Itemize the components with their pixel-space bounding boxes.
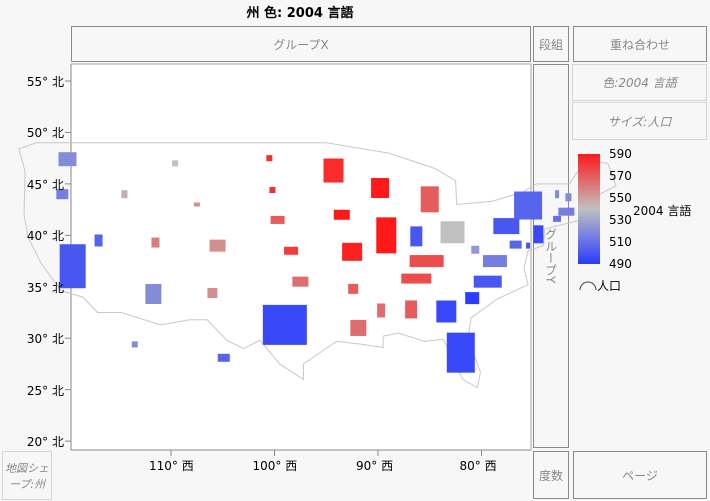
- state-sc[interactable]: [465, 292, 480, 305]
- state-co[interactable]: [209, 239, 226, 252]
- legend-tick-label: 530: [609, 213, 632, 227]
- state-de[interactable]: [526, 242, 531, 249]
- state-wv[interactable]: [471, 245, 480, 254]
- page-zone[interactable]: ページ: [573, 451, 707, 499]
- state-mt[interactable]: [172, 160, 179, 167]
- state-hi[interactable]: [217, 353, 230, 362]
- state-ma[interactable]: [558, 207, 575, 216]
- state-nh[interactable]: [565, 193, 572, 202]
- group-x-zone[interactable]: グループX: [71, 26, 531, 62]
- state-ne[interactable]: [270, 215, 285, 224]
- legend-tick-label: 590: [609, 147, 632, 161]
- legend-tick-label: 570: [609, 169, 632, 183]
- state-tx[interactable]: [262, 304, 307, 345]
- freq-zone[interactable]: 度数: [533, 451, 569, 499]
- state-wy[interactable]: [193, 202, 200, 207]
- state-mn[interactable]: [323, 158, 344, 183]
- state-ak[interactable]: [131, 341, 138, 348]
- state-ms[interactable]: [377, 303, 386, 318]
- state-oh[interactable]: [440, 221, 465, 244]
- y-tick-label: 35° 北: [26, 280, 64, 295]
- group-y-label: グループY: [543, 228, 558, 284]
- state-vt[interactable]: [555, 190, 560, 199]
- state-mi[interactable]: [420, 186, 439, 213]
- state-wi[interactable]: [371, 178, 390, 199]
- color-legend-bar: [578, 154, 600, 264]
- state-az[interactable]: [145, 284, 162, 305]
- size-legend-icon: [579, 281, 597, 291]
- x-tick-label: 80° 西: [459, 459, 497, 473]
- size-role[interactable]: サイズ:人口: [572, 102, 707, 140]
- state-in[interactable]: [410, 226, 423, 247]
- y-tick-label: 40° 北: [26, 229, 64, 244]
- state-la[interactable]: [350, 319, 367, 336]
- state-mo[interactable]: [342, 242, 363, 261]
- color-role[interactable]: 色:2004 言語: [572, 64, 707, 101]
- state-ca[interactable]: [59, 244, 86, 289]
- y-tick-label: 45° 北: [26, 177, 64, 192]
- y-tick-label: 50° 北: [26, 126, 64, 141]
- state-ga[interactable]: [436, 300, 457, 323]
- overlay-zone[interactable]: 重ね合わせ: [573, 26, 707, 62]
- state-nc[interactable]: [473, 275, 502, 288]
- legend-tick-label: 490: [609, 257, 632, 271]
- state-va[interactable]: [482, 255, 507, 268]
- state-wa[interactable]: [58, 152, 77, 167]
- state-pa[interactable]: [493, 218, 520, 235]
- state-nd[interactable]: [266, 155, 273, 162]
- state-or[interactable]: [56, 189, 69, 200]
- state-il[interactable]: [376, 217, 397, 254]
- x-tick-label: 100° 西: [252, 459, 298, 473]
- state-ky[interactable]: [409, 255, 444, 268]
- state-ct[interactable]: [553, 215, 562, 222]
- state-ny[interactable]: [514, 191, 543, 220]
- y-tick-label: 30° 北: [26, 332, 64, 347]
- state-nm[interactable]: [207, 287, 218, 298]
- state-sd[interactable]: [269, 187, 276, 194]
- x-tick-label: 90° 西: [356, 459, 394, 473]
- wrap-zone[interactable]: 段組: [533, 26, 569, 62]
- legend-tick-label: 510: [609, 235, 632, 249]
- legend-tick-label: 550: [609, 191, 632, 205]
- state-ks[interactable]: [284, 246, 299, 255]
- state-tn[interactable]: [401, 273, 432, 284]
- state-al[interactable]: [405, 300, 418, 319]
- y-tick-label: 20° 北: [26, 435, 64, 450]
- state-ia[interactable]: [333, 209, 350, 220]
- state-ar[interactable]: [348, 283, 359, 294]
- state-ok[interactable]: [292, 276, 309, 287]
- map-shape-zone[interactable]: 地図シェープ:州: [2, 451, 52, 500]
- state-nj[interactable]: [533, 225, 544, 244]
- x-tick-label: 110° 西: [149, 459, 194, 473]
- us-outline: [18, 142, 617, 389]
- size-legend-label: 人口: [597, 279, 622, 293]
- y-tick-label: 55° 北: [26, 75, 64, 89]
- legend-title: 2004 言語: [633, 204, 692, 218]
- plot-frame: [70, 63, 532, 451]
- state-ut[interactable]: [151, 237, 160, 248]
- state-fl[interactable]: [446, 332, 475, 373]
- state-md[interactable]: [509, 240, 522, 249]
- graph-title: 州 色: 2004 言語: [246, 6, 354, 21]
- state-id[interactable]: [121, 190, 128, 199]
- state-nv[interactable]: [94, 234, 103, 247]
- group-y-zone[interactable]: グループY: [533, 64, 569, 448]
- y-tick-label: 25° 北: [26, 383, 64, 398]
